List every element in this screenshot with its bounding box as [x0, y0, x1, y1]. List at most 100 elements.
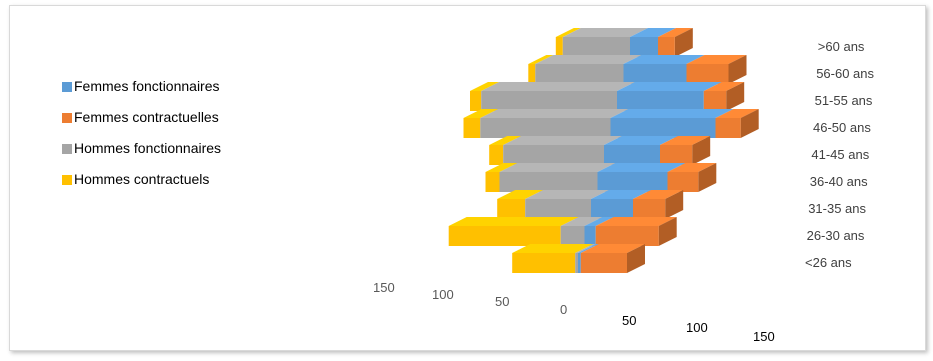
bar-hommes-fonctionnaires-row-3-top	[499, 163, 616, 172]
tick-label-left: 150	[373, 280, 395, 295]
bar-hommes-fonctionnaires-row-6	[481, 91, 617, 111]
tick-label-left: 50	[495, 294, 509, 309]
bar-femmes-contractuelles-row-7-top	[686, 55, 747, 64]
chart-frame	[9, 5, 926, 351]
category-label: 26-30 ans	[807, 228, 865, 243]
bar-femmes-fonctionnaires-row-1-top	[584, 217, 614, 226]
bar-femmes-contractuelles-row-1	[595, 226, 659, 246]
tick-label-right: 50	[622, 313, 636, 328]
bar-hommes-fonctionnaires-row-1	[560, 226, 585, 246]
bar-hommes-contractuels-row-3-top	[485, 163, 518, 172]
bar-femmes-fonctionnaires-row-1	[584, 226, 596, 246]
bar-femmes-contractuelles-row-7	[686, 64, 729, 84]
bar-hommes-contractuels-row-1-top	[448, 217, 579, 226]
bar-hommes-fonctionnaires-row-3	[499, 172, 598, 192]
bar-femmes-fonctionnaires-row-8-top	[630, 28, 676, 37]
category-label: 51-55 ans	[815, 93, 873, 108]
bar-hommes-contractuels-row-5-top	[463, 109, 499, 118]
bar-hommes-fonctionnaires-row-4	[503, 145, 604, 165]
bar-hommes-contractuels-row-0	[512, 253, 576, 273]
bar-femmes-contractuelles-row-4-side	[692, 136, 711, 165]
bar-femmes-contractuelles-row-8-side	[674, 28, 693, 57]
bar-hommes-contractuels-row-7-top	[528, 55, 554, 64]
bar-femmes-fonctionnaires-row-6	[617, 91, 704, 111]
bar-femmes-contractuelles-row-0-side	[627, 244, 645, 273]
bar-femmes-contractuelles-row-8	[658, 37, 675, 57]
bar-hommes-fonctionnaires-row-5	[480, 118, 611, 138]
bar-femmes-contractuelles-row-7-side	[728, 55, 747, 84]
bar-hommes-contractuels-row-0-top	[512, 244, 594, 253]
category-label: 36-40 ans	[810, 174, 868, 189]
legend-swatch-femmes-fonctionnaires	[62, 82, 72, 92]
bar-hommes-contractuels-row-8	[555, 37, 563, 57]
bar-femmes-contractuelles-row-1-top	[595, 217, 677, 226]
bar-femmes-fonctionnaires-row-5-top	[610, 109, 734, 118]
bar-hommes-fonctionnaires-row-2	[525, 199, 591, 219]
bar-femmes-contractuelles-row-5-side	[740, 109, 759, 138]
bar-femmes-contractuelles-row-5-top	[715, 109, 759, 118]
legend-label-hommes-fonctionnaires: Hommes fonctionnaires	[74, 140, 222, 156]
legend-label-femmes-contractuelles: Femmes contractuelles	[74, 109, 219, 125]
bar-femmes-contractuelles-row-8-top	[658, 28, 693, 37]
bar-femmes-fonctionnaires-row-6-top	[617, 82, 722, 91]
bar-hommes-fonctionnaires-row-8	[562, 37, 630, 57]
category-label: 31-35 ans	[808, 201, 866, 216]
bar-femmes-contractuelles-row-0-top	[580, 244, 645, 253]
bar-hommes-contractuels-row-1	[448, 226, 561, 246]
bar-hommes-contractuels-row-4-top	[489, 136, 522, 145]
bar-femmes-contractuelles-row-5	[715, 118, 741, 138]
category-label: <26 ans	[805, 255, 852, 270]
bar-hommes-contractuels-row-6	[470, 91, 482, 111]
bar-hommes-fonctionnaires-row-1-top	[560, 217, 603, 226]
bar-femmes-fonctionnaires-row-4-top	[604, 136, 678, 145]
bar-hommes-fonctionnaires-row-7-top	[535, 55, 642, 64]
bar-hommes-fonctionnaires-row-6-top	[481, 82, 635, 91]
bar-femmes-fonctionnaires-row-2-top	[591, 190, 651, 199]
tick-label-right: 100	[686, 320, 708, 335]
category-label: 56-60 ans	[816, 66, 874, 81]
bar-femmes-contractuelles-row-6-side	[726, 82, 745, 111]
bar-femmes-fonctionnaires-row-7-top	[623, 55, 705, 64]
bar-femmes-contractuelles-row-2	[633, 199, 666, 219]
bar-hommes-fonctionnaires-row-0-top	[575, 244, 596, 253]
bar-hommes-fonctionnaires-row-7	[535, 64, 624, 84]
bar-hommes-contractuels-row-7	[528, 64, 536, 84]
bar-femmes-contractuelles-row-6	[703, 91, 727, 111]
bar-femmes-fonctionnaires-row-8	[630, 37, 658, 57]
bar-hommes-contractuels-row-4	[489, 145, 504, 165]
legend-swatch-femmes-contractuelles	[62, 113, 72, 123]
bar-hommes-fonctionnaires-row-5-top	[480, 109, 629, 118]
bar-hommes-contractuels-row-3	[485, 172, 500, 192]
bar-femmes-fonctionnaires-row-0-top	[578, 244, 599, 253]
bar-hommes-contractuels-row-2	[497, 199, 526, 219]
bar-hommes-fonctionnaires-row-2-top	[525, 190, 609, 199]
legend-swatch-hommes-fonctionnaires	[62, 144, 72, 154]
tick-label-left: 100	[432, 287, 454, 302]
legend-swatch-hommes-contractuels	[62, 175, 72, 185]
bar-hommes-contractuels-row-5	[463, 118, 481, 138]
bar-hommes-fonctionnaires-row-4-top	[503, 136, 622, 145]
bar-femmes-fonctionnaires-row-5	[610, 118, 716, 138]
category-label: >60 ans	[818, 39, 865, 54]
bar-femmes-contractuelles-row-6-top	[703, 82, 745, 91]
legend-label-femmes-fonctionnaires: Femmes fonctionnaires	[74, 78, 220, 94]
category-label: 41-45 ans	[811, 147, 869, 162]
bar-femmes-fonctionnaires-row-3	[597, 172, 668, 192]
bar-femmes-contractuelles-row-4-top	[660, 136, 711, 145]
bar-femmes-fonctionnaires-row-4	[604, 145, 660, 165]
bar-hommes-fonctionnaires-row-0	[575, 253, 578, 273]
legend-label-hommes-contractuels: Hommes contractuels	[74, 171, 210, 187]
tick-label-left: 0	[560, 302, 567, 317]
bar-femmes-fonctionnaires-row-3-top	[597, 163, 686, 172]
bar-femmes-contractuelles-row-3-side	[698, 163, 717, 192]
bar-femmes-contractuelles-row-1-side	[658, 217, 677, 246]
bar-hommes-fonctionnaires-row-8-top	[562, 28, 648, 37]
category-label: 46-50 ans	[813, 120, 871, 135]
bar-femmes-contractuelles-row-0	[580, 253, 627, 273]
bar-hommes-contractuels-row-8-top	[555, 28, 581, 37]
bar-femmes-fonctionnaires-row-7	[623, 64, 687, 84]
tick-label-right: 150	[753, 329, 775, 344]
bar-femmes-contractuelles-row-4	[660, 145, 693, 165]
bar-femmes-contractuelles-row-3	[667, 172, 699, 192]
